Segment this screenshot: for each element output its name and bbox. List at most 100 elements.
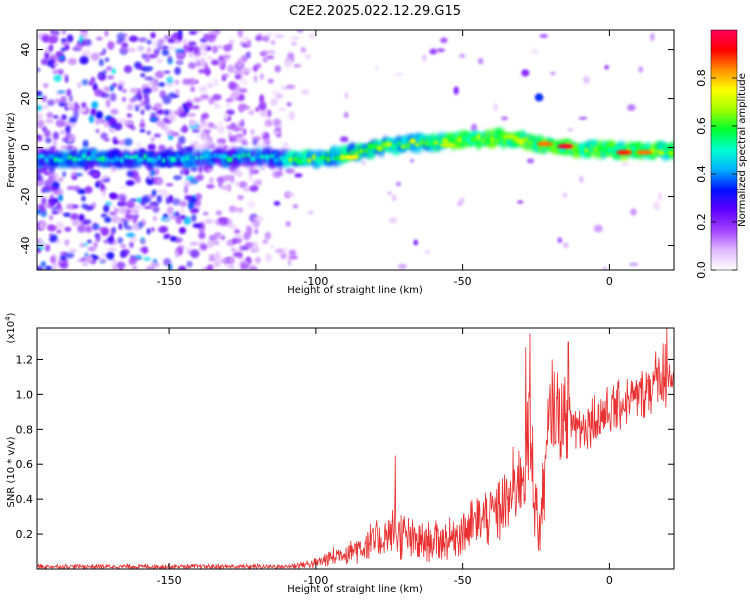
x-tick-label: -150 — [157, 574, 182, 587]
ridge-core — [578, 145, 586, 151]
speckle-blob — [265, 253, 272, 262]
speckle-blob — [146, 130, 151, 135]
speckle-blob — [161, 45, 169, 50]
speckle-blob — [229, 40, 235, 44]
speckle-blob — [216, 142, 224, 151]
speckle-blob — [187, 49, 195, 58]
speckle-blob — [90, 109, 96, 115]
speckle-blob — [139, 238, 146, 245]
speckle-blob — [272, 171, 282, 179]
spectrogram-y-axis-title: Frequency (Hz) — [6, 112, 17, 188]
ridge-core — [282, 158, 290, 164]
speckle-blob — [174, 237, 183, 244]
speckle-blob — [395, 181, 402, 187]
speckle-blob — [287, 257, 292, 267]
y-tick-label: 0.6 — [16, 458, 34, 471]
speckle-blob — [112, 205, 117, 210]
ridge-core — [274, 157, 279, 163]
speckle-blob — [228, 131, 232, 141]
speckle-blob — [126, 113, 132, 118]
speckle-blob — [103, 120, 111, 128]
speckle-blob — [53, 30, 60, 36]
speckle-blob — [127, 47, 136, 53]
speckle-blob — [58, 55, 65, 60]
speckle-blob — [287, 52, 295, 61]
speckle-blob — [84, 225, 93, 233]
speckle-blob — [126, 170, 134, 178]
speckle-blob — [243, 187, 250, 192]
speckle-blob — [630, 208, 637, 216]
speckle-blob — [57, 90, 66, 94]
speckle-blob — [429, 48, 438, 55]
speckle-blob — [202, 129, 212, 134]
speckle-blob — [98, 73, 103, 78]
ridge-core — [495, 138, 500, 143]
speckle-blob — [120, 185, 127, 189]
speckle-blob — [118, 222, 123, 230]
speckle-blob — [233, 207, 243, 212]
speckle-blob — [45, 118, 54, 124]
ridge-core — [461, 135, 467, 142]
speckle-blob — [87, 239, 92, 244]
speckle-blob — [288, 249, 297, 257]
speckle-blob — [123, 220, 128, 229]
ridge-core — [199, 155, 204, 160]
speckle-blob — [56, 229, 62, 234]
speckle-blob — [40, 261, 47, 267]
speckle-blob — [271, 90, 281, 95]
speckle-blob — [141, 53, 147, 59]
speckle-blob — [112, 263, 118, 270]
speckle-blob — [82, 38, 89, 46]
ridge-core — [185, 156, 190, 161]
speckle-blob — [249, 185, 259, 192]
speckle-blob — [128, 35, 139, 43]
speckle-blob — [217, 45, 223, 49]
speckle-blob — [169, 34, 179, 39]
ridge-core — [241, 153, 246, 158]
ridge-core — [532, 143, 538, 149]
speckle-blob — [164, 217, 171, 222]
speckle-blob — [84, 205, 94, 211]
colorbar-tick-label: 0.0 — [695, 261, 708, 279]
hot-spot — [557, 143, 574, 149]
colorbar: 0.0 0.2 0.4 0.6 0.8 Normalized spectral ampl… — [695, 29, 748, 279]
speckle-blob — [477, 57, 484, 65]
ridge-core — [456, 136, 464, 143]
y-tick-label: -20 — [19, 188, 32, 206]
speckle-blob — [145, 266, 155, 270]
speckle-blob — [190, 207, 199, 214]
speckle-blob — [104, 30, 109, 37]
speckle-blob — [264, 119, 274, 127]
speckle-blob — [171, 131, 180, 137]
speckle-blob — [128, 211, 138, 216]
speckle-blob — [79, 56, 89, 65]
speckle-blob — [164, 83, 174, 87]
speckle-blob — [232, 134, 238, 143]
x-tick-label: 0 — [606, 275, 613, 288]
speckle-blob — [248, 166, 255, 176]
speckle-blob — [285, 221, 291, 227]
speckle-blob — [244, 241, 253, 249]
speckle-blob — [99, 119, 106, 124]
speckle-blob — [48, 35, 58, 44]
speckle-blob — [95, 118, 101, 125]
speckle-blob — [176, 52, 186, 58]
x-tick-label: -50 — [454, 275, 472, 288]
speckle-blob — [111, 164, 117, 173]
speckle-blob — [274, 93, 284, 99]
speckle-blob — [459, 53, 466, 59]
ridge-core — [584, 148, 589, 153]
speckle-blob — [627, 104, 636, 112]
speckle-blob — [107, 75, 115, 80]
ridge-core — [589, 146, 594, 153]
speckle-blob — [266, 55, 275, 60]
speckle-blob — [208, 35, 216, 39]
speckle-blob — [62, 30, 66, 35]
speckle-blob — [198, 231, 206, 240]
ridge-core — [246, 152, 251, 158]
speckle-blob — [286, 84, 296, 90]
speckle-blob — [110, 108, 119, 115]
ridge-core — [381, 141, 388, 148]
speckle-blob — [49, 193, 54, 202]
speckle-blob — [138, 64, 143, 68]
